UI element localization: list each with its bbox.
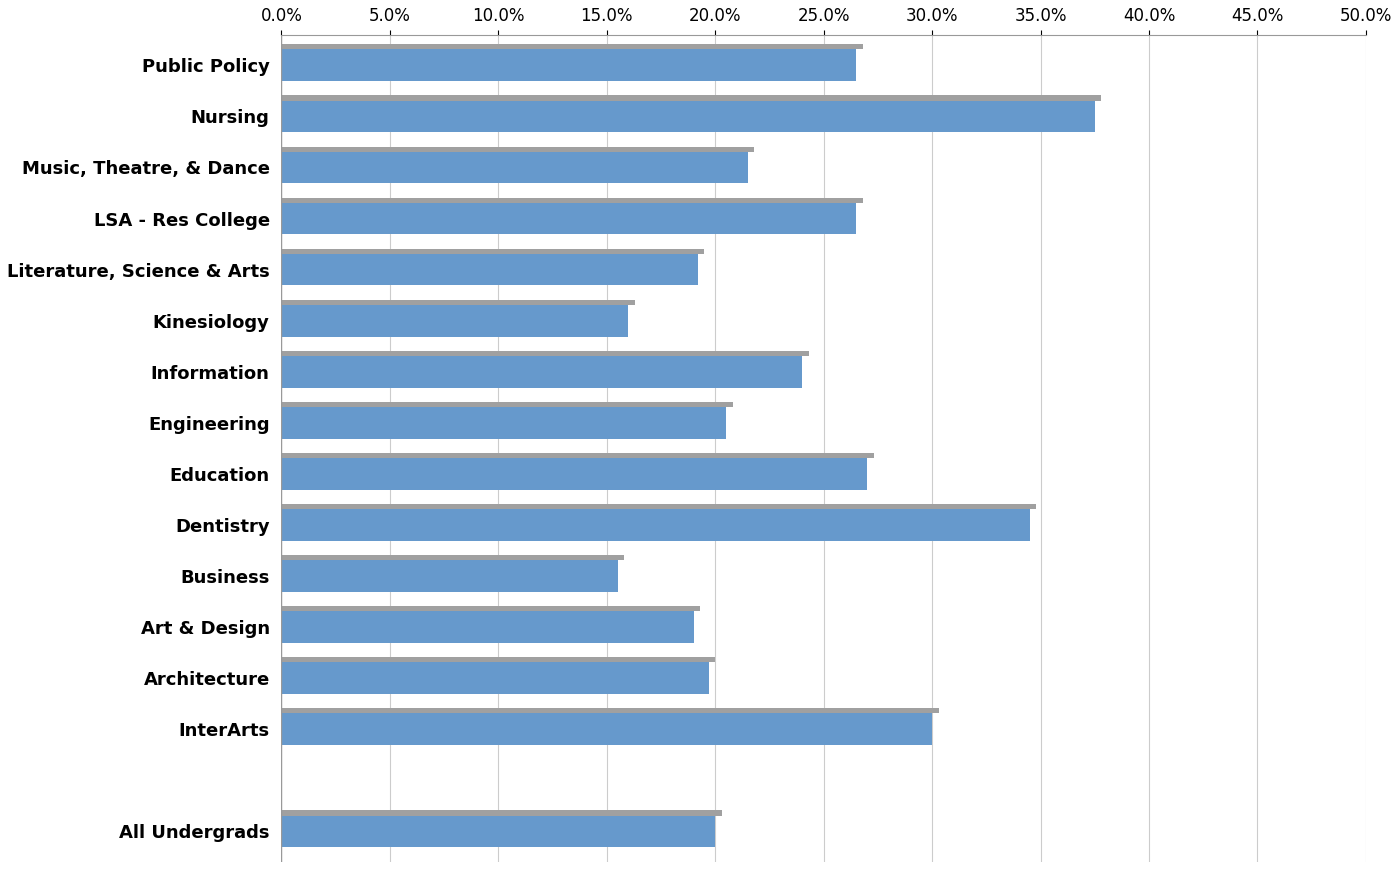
- Bar: [281, 407, 726, 439]
- Bar: [281, 453, 873, 458]
- Bar: [281, 147, 754, 151]
- Bar: [281, 509, 1030, 541]
- Bar: [281, 197, 863, 202]
- Bar: [281, 151, 748, 183]
- Bar: [281, 96, 1101, 101]
- Bar: [281, 607, 700, 611]
- Bar: [281, 356, 802, 388]
- Bar: [281, 708, 939, 713]
- Bar: [281, 254, 698, 285]
- Bar: [281, 662, 709, 694]
- Bar: [281, 44, 863, 50]
- Bar: [281, 611, 694, 643]
- Bar: [281, 401, 733, 407]
- Bar: [281, 249, 705, 254]
- Bar: [281, 202, 856, 235]
- Bar: [281, 561, 617, 592]
- Bar: [281, 305, 628, 336]
- Bar: [281, 555, 624, 561]
- Bar: [281, 816, 715, 847]
- Bar: [281, 811, 722, 816]
- Bar: [281, 657, 715, 662]
- Bar: [281, 101, 1095, 132]
- Bar: [281, 300, 635, 305]
- Bar: [281, 351, 809, 356]
- Bar: [281, 504, 1037, 509]
- Bar: [281, 713, 932, 745]
- Bar: [281, 50, 856, 81]
- Bar: [281, 458, 867, 490]
